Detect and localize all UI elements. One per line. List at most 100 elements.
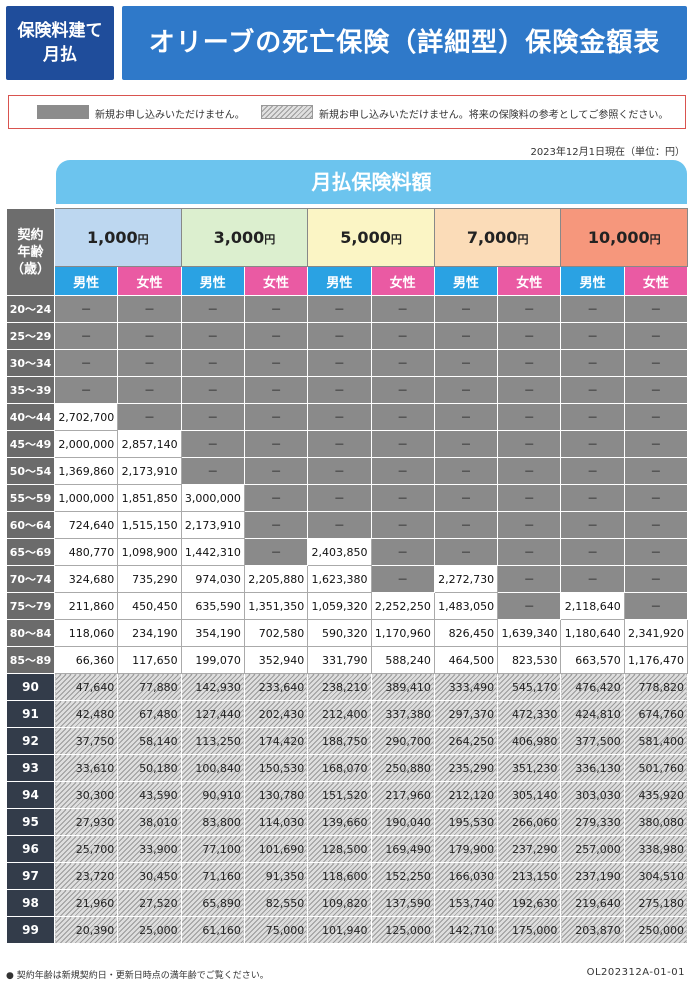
value-cell: －	[180, 430, 245, 458]
value-cell: －	[623, 430, 689, 458]
value-cell: 219,640	[560, 889, 625, 917]
value-cell: －	[497, 322, 562, 350]
value-cell: －	[497, 592, 562, 620]
premium-header-5000: 5,000円	[307, 208, 435, 267]
value-cell: 175,000	[497, 916, 562, 944]
age-cell: 30～34	[6, 349, 55, 377]
value-cell: 480,770	[53, 538, 119, 566]
value-cell: 199,070	[180, 646, 245, 674]
value-cell: 389,410	[370, 673, 435, 701]
table-row: 55～59 1,000,000 1,851,850 3,000,000 －－－－－－－	[6, 484, 689, 512]
value-cell: 82,550	[243, 889, 309, 917]
document-code: OL202312A-01-01	[586, 967, 685, 978]
value-cell: 109,820	[307, 889, 372, 917]
premium-unit: 円	[649, 233, 661, 246]
table-row: 95 27,930 38,010 83,800 114,030 139,660 190,04…	[6, 808, 689, 836]
value-cell: 66,360	[53, 646, 119, 674]
premium-table: 契約 年齢 （歳） 1,000円 3,000円 5,000円 7,000円 10…	[6, 208, 689, 944]
value-cell: 30,300	[53, 781, 119, 809]
legend-gray-text: 新規お申し込みいただけません。	[95, 110, 245, 121]
value-cell: －	[180, 403, 245, 431]
age-cell: 70～74	[6, 565, 55, 593]
value-cell: 1,098,900	[117, 538, 182, 566]
legend-hatch-text: 新規お申し込みいただけません。将来の保険料の参考としてご参照ください。	[319, 110, 669, 121]
value-cell: －	[433, 403, 499, 431]
value-cell: －	[243, 457, 309, 485]
value-cell: －	[53, 349, 119, 377]
value-cell: 23,720	[53, 862, 119, 890]
value-cell: －	[117, 295, 182, 323]
value-cell: 305,140	[497, 781, 562, 809]
age-cell: 96	[6, 835, 55, 863]
value-cell: －	[243, 322, 309, 350]
value-cell: 663,570	[560, 646, 625, 674]
value-cell: 2,341,920	[623, 619, 689, 647]
age-cell: 80～84	[6, 619, 55, 647]
value-cell: －	[307, 295, 372, 323]
value-cell: 113,250	[180, 727, 245, 755]
table-row: 93 33,610 50,180 100,840 150,530 168,070 250,8…	[6, 754, 689, 782]
age-cell: 85～89	[6, 646, 55, 674]
value-cell: －	[243, 484, 309, 512]
value-cell: 42,480	[53, 700, 119, 728]
value-cell: －	[560, 511, 625, 539]
value-cell: 406,980	[497, 727, 562, 755]
value-cell: 195,530	[433, 808, 499, 836]
value-cell: 702,580	[243, 619, 309, 647]
table-row: 60～64 724,640 1,515,150 2,173,910 －－－－－－－	[6, 511, 689, 539]
value-cell: －	[433, 457, 499, 485]
value-cell: 588,240	[370, 646, 435, 674]
value-cell: 331,790	[307, 646, 372, 674]
value-cell: －	[117, 349, 182, 377]
value-cell: 27,930	[53, 808, 119, 836]
age-cell: 92	[6, 727, 55, 755]
value-cell: 151,520	[307, 781, 372, 809]
value-cell: －	[370, 484, 435, 512]
premium-header-3000: 3,000円	[180, 208, 309, 267]
value-cell: 168,070	[307, 754, 372, 782]
value-cell: 153,740	[433, 889, 499, 917]
value-cell: －	[433, 376, 499, 404]
value-cell: 250,880	[370, 754, 435, 782]
value-cell: －	[497, 403, 562, 431]
value-cell: 25,000	[117, 916, 182, 944]
value-cell: －	[560, 430, 625, 458]
table-row: 92 37,750 58,140 113,250 174,420 188,750 290,7…	[6, 727, 689, 755]
value-cell: －	[497, 376, 562, 404]
value-cell: －	[53, 376, 119, 404]
value-cell: －	[243, 376, 309, 404]
value-cell: 142,930	[180, 673, 245, 701]
value-cell: －	[53, 322, 119, 350]
value-cell: 27,520	[117, 889, 182, 917]
value-cell: 2,118,640	[560, 592, 625, 620]
premium-amount: 10,000	[587, 228, 650, 247]
footnote: ● 契約年齢は新規契約日・更新日時点の満年齢でご覧ください。	[6, 971, 269, 981]
value-cell: 61,160	[180, 916, 245, 944]
value-cell: －	[497, 511, 562, 539]
value-cell: 545,170	[497, 673, 562, 701]
value-cell: 823,530	[497, 646, 562, 674]
value-cell: 297,370	[433, 700, 499, 728]
table-row: 65～69 480,770 1,098,900 1,442,310 － 2,403,850…	[6, 538, 689, 566]
table-row: 90 47,640 77,880 142,930 233,640 238,210 389,4…	[6, 673, 689, 701]
value-cell: 1,170,960	[370, 619, 435, 647]
value-cell: －	[623, 295, 689, 323]
value-cell: 128,500	[307, 835, 372, 863]
value-cell: －	[623, 403, 689, 431]
age-header-line-3: （歳）	[10, 261, 50, 277]
value-cell: 1,059,320	[307, 592, 372, 620]
value-cell: 91,350	[243, 862, 309, 890]
value-cell: －	[560, 403, 625, 431]
value-cell: 30,450	[117, 862, 182, 890]
value-cell: －	[497, 538, 562, 566]
value-cell: －	[370, 457, 435, 485]
age-cell: 35～39	[6, 376, 55, 404]
value-cell: 33,900	[117, 835, 182, 863]
value-cell: －	[497, 457, 562, 485]
age-cell: 20～24	[6, 295, 55, 323]
value-cell: 279,330	[560, 808, 625, 836]
value-cell: 77,100	[180, 835, 245, 863]
legend-hatch-swatch	[261, 105, 313, 119]
value-cell: 2,857,140	[117, 430, 182, 458]
table-row: 75～79 211,860 450,450 635,590 1,351,350 1,059…	[6, 592, 689, 620]
